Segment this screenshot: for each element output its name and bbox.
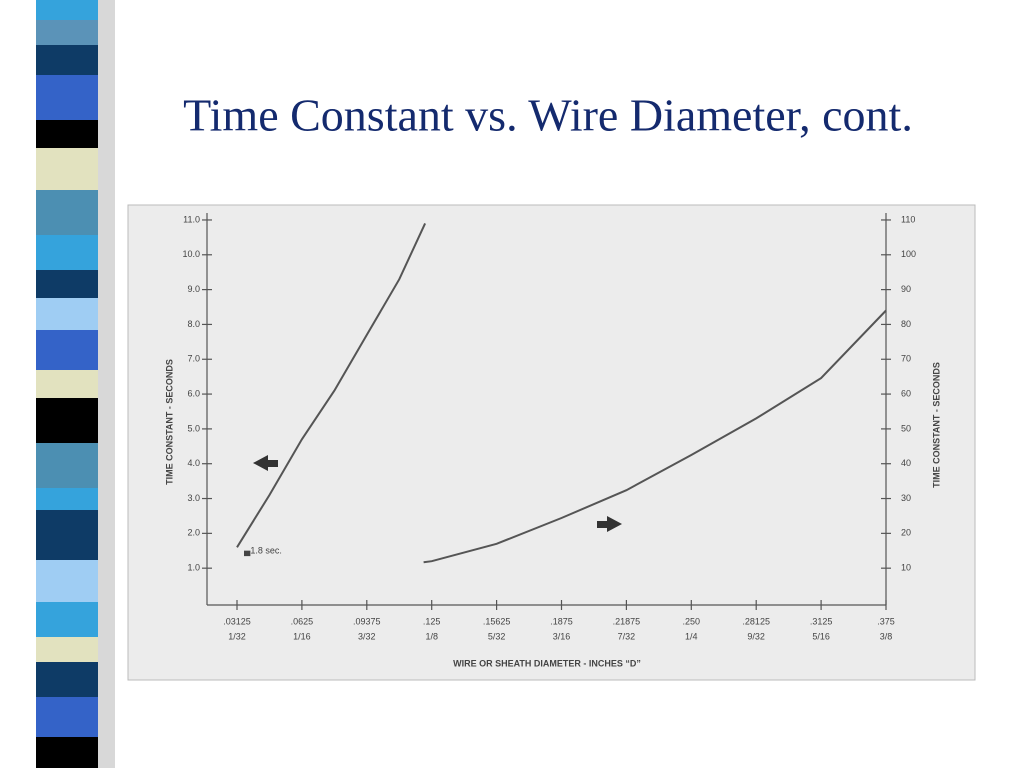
x-tick-fraction: 1/8 <box>425 631 438 641</box>
x-tick-fraction: 1/4 <box>685 631 698 641</box>
x-tick-label: .0625 <box>291 616 314 626</box>
y2-axis-label: TIME CONSTANT - SECONDS <box>931 362 941 488</box>
y2-tick-label: 110 <box>901 214 915 224</box>
x-tick-label: .125 <box>423 616 441 626</box>
curve <box>236 222 427 548</box>
x-tick-fraction: 3/8 <box>880 631 893 641</box>
x-axis-label: WIRE OR SHEATH DIAMETER - INCHES “D” <box>453 658 641 668</box>
y2-tick-label: 100 <box>901 249 916 259</box>
x-tick-label: .21875 <box>613 616 641 626</box>
y-tick-label: 9.0 <box>187 284 200 294</box>
y2-tick-label: 40 <box>901 458 911 468</box>
y2-tick-label: 80 <box>901 319 911 329</box>
annotation: ▄1.8 sec. <box>244 545 282 556</box>
x-tick-fraction: 5/32 <box>488 631 506 641</box>
y2-tick-label: 10 <box>901 563 911 573</box>
x-tick-label: .15625 <box>483 616 511 626</box>
chart-panel <box>127 204 976 681</box>
x-tick-fraction: 7/32 <box>618 631 636 641</box>
slide-title: Time Constant vs. Wire Diameter, cont. <box>183 90 913 141</box>
x-tick-label: .375 <box>877 616 895 626</box>
right-arrow <box>597 516 622 532</box>
y2-tick-label: 30 <box>901 493 911 503</box>
x-tick-label: .09375 <box>353 616 381 626</box>
x-tick-fraction: 1/32 <box>228 631 246 641</box>
y2-tick-label: 20 <box>901 528 911 538</box>
y2-tick-label: 90 <box>901 284 911 294</box>
curve <box>423 309 887 564</box>
x-tick-label: .03125 <box>223 616 251 626</box>
y-tick-label: 10.0 <box>182 249 200 259</box>
y-axis-label: TIME CONSTANT - SECONDS <box>164 359 174 485</box>
x-tick-label: .250 <box>683 616 701 626</box>
x-tick-fraction: 3/16 <box>553 631 571 641</box>
left-arrow <box>253 455 278 471</box>
x-tick-fraction: 1/16 <box>293 631 311 641</box>
y-tick-label: 6.0 <box>187 388 200 398</box>
side-stripe <box>36 0 115 768</box>
y-tick-label: 5.0 <box>187 423 200 433</box>
x-tick-fraction: 3/32 <box>358 631 376 641</box>
x-tick-label: .28125 <box>742 616 770 626</box>
x-tick-label: .3125 <box>810 616 833 626</box>
y2-tick-label: 50 <box>901 423 911 433</box>
x-tick-fraction: 9/32 <box>747 631 765 641</box>
x-tick-fraction: 5/16 <box>812 631 830 641</box>
y-tick-label: 7.0 <box>187 354 200 364</box>
y-tick-label: 4.0 <box>187 458 200 468</box>
y2-tick-label: 70 <box>901 354 911 364</box>
y-tick-label: 3.0 <box>187 493 200 503</box>
y-tick-label: 2.0 <box>187 528 200 538</box>
x-tick-label: .1875 <box>550 616 573 626</box>
y2-tick-label: 60 <box>901 388 911 398</box>
y-tick-label: 1.0 <box>187 563 200 573</box>
y-tick-label: 8.0 <box>187 319 200 329</box>
y-tick-label: 11.0 <box>183 214 200 224</box>
